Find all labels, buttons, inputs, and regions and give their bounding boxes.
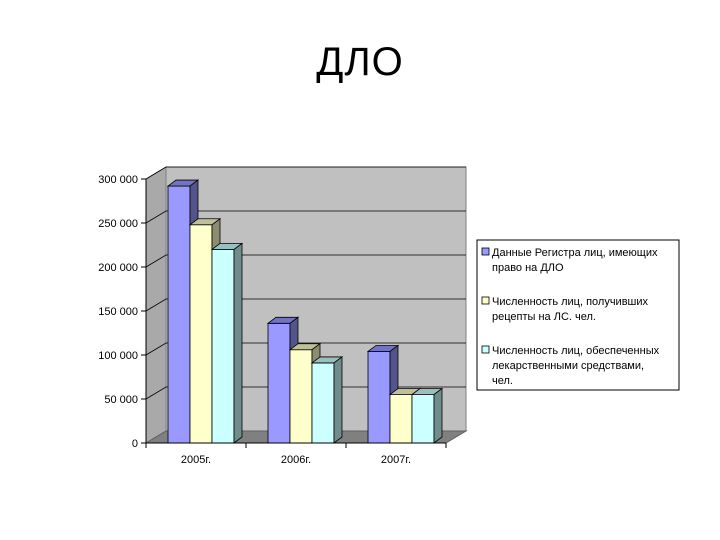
y-tick-label: 200 000 [98, 262, 138, 274]
y-axis: 0 50 000 100 000 150 000 200 000 250 000 300 0… [98, 174, 147, 450]
gridline [145, 254, 466, 268]
gridline [145, 210, 466, 224]
bar [310, 356, 344, 444]
legend-box [476, 239, 680, 391]
bar-front [389, 394, 413, 444]
y-tick-label: 250 000 [98, 218, 138, 230]
gridlines [145, 166, 466, 400]
bar-front [411, 394, 435, 444]
legend-swatch [481, 247, 490, 256]
y-tick-label: 50 000 [104, 394, 138, 406]
x-axis: 2005г. 2006г. 2007г. [145, 442, 447, 466]
legend-swatch [481, 345, 490, 354]
legend: Данные Регистра лиц, имеющих право на ДЛО… [476, 239, 680, 391]
legend-label-line: рецепты на ЛС. чел. [492, 311, 596, 323]
x-tick-label: 2006г. [281, 454, 311, 466]
bar-front [267, 322, 291, 444]
legend-label: Численность лиц, обеспеченных лекарственн… [492, 345, 660, 387]
gridline [145, 298, 466, 312]
bar-side [433, 387, 443, 444]
y-tick-label: 150 000 [98, 306, 138, 318]
gridline [145, 166, 466, 180]
legend-label: Численность лиц, получивших рецепты на ЛС… [492, 296, 649, 323]
gridline [145, 386, 466, 400]
legend-label-line: чел. [492, 375, 513, 387]
x-tick-label: 2007г. [381, 454, 411, 466]
y-tick-label: 0 [132, 438, 138, 450]
legend-label: Данные Регистра лиц, имеющих право на ДЛО [492, 247, 658, 274]
legend-label-line: право на ДЛО [492, 262, 564, 274]
legend-swatch [481, 296, 490, 305]
y-tick-label: 300 000 [98, 174, 138, 186]
x-tick-label: 2005г. [181, 454, 211, 466]
legend-label-line: Численность лиц, получивших [492, 296, 649, 308]
legend-label-line: Данные Регистра лиц, имеющих [492, 247, 658, 259]
legend-label-line: Численность лиц, обеспеченных [492, 345, 660, 357]
legend-label-line: лекарственными средствами, [492, 360, 644, 372]
bars [166, 179, 444, 444]
gridline [145, 342, 466, 356]
bar [210, 242, 244, 444]
bar-front [311, 362, 335, 444]
bar-front [211, 248, 235, 444]
bar [410, 387, 444, 444]
bar-front [289, 349, 313, 444]
bar-front [189, 224, 213, 444]
bar-front [367, 351, 391, 444]
bar-front [167, 185, 191, 444]
bar-side [333, 356, 343, 444]
slide-title: ДЛО [316, 40, 404, 84]
bar-side [233, 242, 243, 444]
y-tick-label: 100 000 [98, 350, 138, 362]
